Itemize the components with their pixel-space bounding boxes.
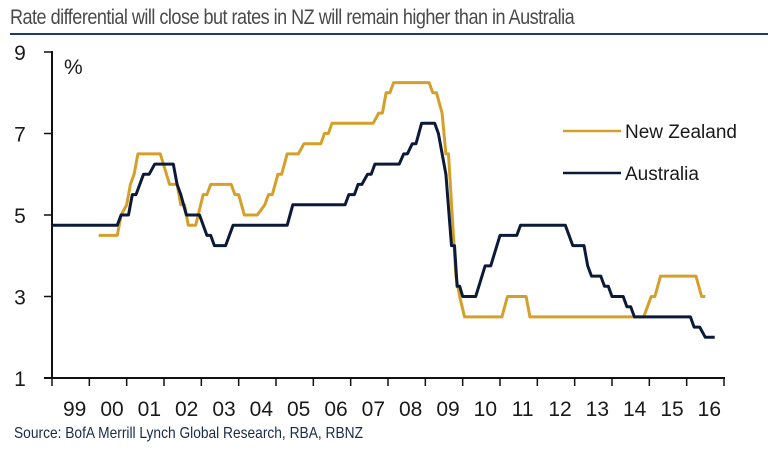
x-tick-label: 03 bbox=[212, 398, 235, 421]
x-tick-label: 04 bbox=[250, 398, 274, 421]
y-tick-label: 3 bbox=[14, 287, 26, 310]
x-tick-label: 07 bbox=[362, 398, 385, 421]
x-tick-label: 00 bbox=[100, 398, 123, 421]
x-tick-label: 05 bbox=[287, 398, 310, 421]
series-layer bbox=[52, 81, 715, 339]
chart-title: Rate differential will close but rates i… bbox=[10, 6, 575, 29]
x-tick-label: 11 bbox=[512, 398, 534, 421]
x-tick-label: 15 bbox=[660, 398, 683, 421]
y-tick-label: 5 bbox=[14, 205, 26, 228]
title-underline bbox=[10, 33, 768, 35]
legend-label-australia: Australia bbox=[625, 164, 699, 185]
series-line-australia bbox=[52, 121, 715, 339]
x-tick-label: 12 bbox=[548, 398, 571, 421]
legend-label-new-zealand: New Zealand bbox=[625, 122, 737, 143]
x-tick-label: 13 bbox=[586, 398, 609, 421]
source-note: Source: BofA Merrill Lynch Global Resear… bbox=[14, 425, 363, 442]
series-line-new-zealand bbox=[98, 81, 706, 319]
x-tick-label: 16 bbox=[698, 398, 721, 421]
x-tick-label: 14 bbox=[623, 398, 647, 421]
y-unit-label: % bbox=[64, 56, 83, 79]
x-tick-label: 09 bbox=[436, 398, 459, 421]
x-tick-label: 02 bbox=[175, 398, 198, 421]
x-tick-label: 06 bbox=[324, 398, 347, 421]
x-tick-label: 10 bbox=[474, 398, 497, 421]
legend: New Zealand Australia bbox=[563, 122, 737, 185]
y-tick-label: 1 bbox=[14, 368, 26, 391]
y-tick-label: 9 bbox=[14, 42, 26, 65]
x-tick-label: 99 bbox=[63, 398, 86, 421]
x-tick-label: 08 bbox=[399, 398, 422, 421]
y-tick-label: 7 bbox=[14, 124, 26, 147]
x-tick-label: 01 bbox=[138, 398, 161, 421]
